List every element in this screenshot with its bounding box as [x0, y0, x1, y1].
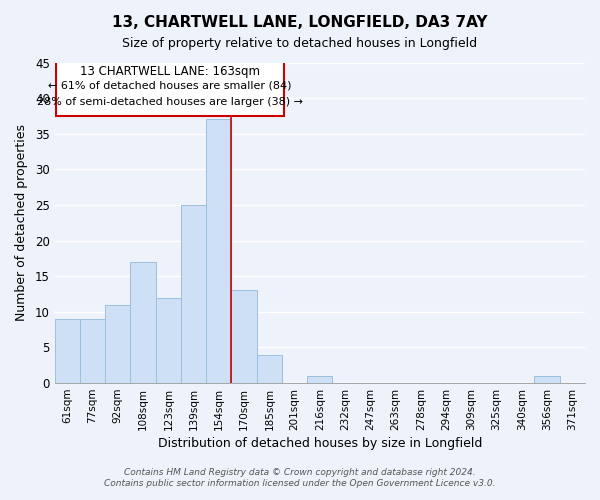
Bar: [535, 376, 560, 383]
Text: Contains HM Land Registry data © Crown copyright and database right 2024.
Contai: Contains HM Land Registry data © Crown c…: [104, 468, 496, 487]
Text: Size of property relative to detached houses in Longfield: Size of property relative to detached ho…: [122, 38, 478, 51]
Bar: [105, 304, 130, 383]
Bar: [307, 376, 332, 383]
Bar: [80, 319, 105, 383]
Bar: [257, 354, 282, 383]
Text: 13, CHARTWELL LANE, LONGFIELD, DA3 7AY: 13, CHARTWELL LANE, LONGFIELD, DA3 7AY: [112, 15, 488, 30]
Bar: [181, 205, 206, 383]
Bar: [232, 290, 257, 383]
Text: ← 61% of detached houses are smaller (84): ← 61% of detached houses are smaller (84…: [49, 80, 292, 90]
Bar: [155, 298, 181, 383]
Bar: [206, 120, 232, 383]
X-axis label: Distribution of detached houses by size in Longfield: Distribution of detached houses by size …: [158, 437, 482, 450]
FancyBboxPatch shape: [56, 61, 284, 116]
Y-axis label: Number of detached properties: Number of detached properties: [15, 124, 28, 322]
Bar: [55, 319, 80, 383]
Text: 28% of semi-detached houses are larger (38) →: 28% of semi-detached houses are larger (…: [37, 96, 303, 106]
Text: 13 CHARTWELL LANE: 163sqm: 13 CHARTWELL LANE: 163sqm: [80, 64, 260, 78]
Bar: [130, 262, 155, 383]
